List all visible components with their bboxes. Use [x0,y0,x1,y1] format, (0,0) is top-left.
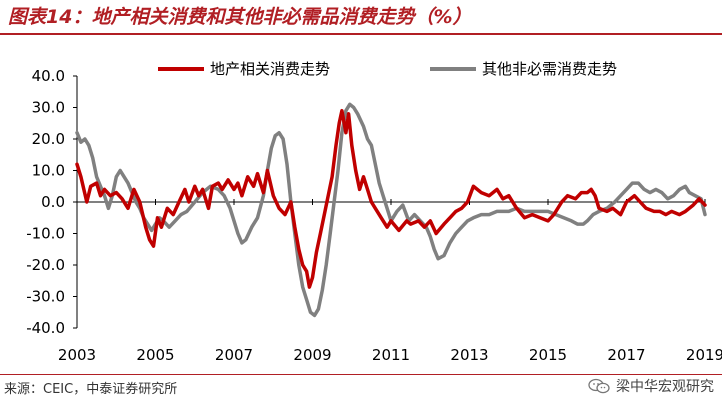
y-tick-label: 10.0 [32,162,65,180]
title-rule [0,33,722,35]
y-tick-label: -10.0 [26,225,65,243]
legend-label-2: 其他非必需消费走势 [482,60,617,78]
chart-legend: 地产相关消费走势 其他非必需消费走势 [158,60,617,78]
x-axis-ticks: 2003 2005 2007 2009 2011 2013 2015 2017 2019 [58,199,722,364]
x-tick-label: 2009 [293,346,331,364]
x-tick-label: 2003 [58,346,96,364]
x-tick-label: 2015 [529,346,567,364]
x-tick-label: 2013 [450,346,488,364]
chart-series [75,102,707,318]
legend-label-1: 地产相关消费走势 [210,60,330,78]
watermark-label: 梁中华宏观研究 [616,379,714,395]
line-chart: 40.030.020.010.00.0-10.0-20.0-30.0-40.0 … [26,60,722,364]
chat-bubble-icon [588,378,610,394]
watermark: 梁中华宏观研究 [588,376,714,396]
footer-rule [0,374,722,375]
page-title: 图表14：地产相关消费和其他非必需品消费走势（%） [8,6,472,28]
x-tick-label: 2017 [607,346,645,364]
x-tick-label: 2019 [686,346,722,364]
y-tick-label: 30.0 [32,99,65,117]
x-tick-label: 2007 [215,346,253,364]
series-line-1 [75,108,707,289]
y-tick-label: 0.0 [41,193,65,211]
source-note: 来源：CEIC，中泰证券研究所 [4,382,178,397]
y-axis-ticks: 40.0 30.0 20.0 10.0 0.0 -10.0 -20.0 -30.0 -40.0 [26,67,77,337]
x-tick-label: 2005 [136,346,174,364]
y-tick-label: -20.0 [26,256,65,274]
x-tick-label: 2011 [372,346,410,364]
y-tick-label: -30.0 [26,288,65,306]
y-tick-label: 40.0 [32,67,65,85]
y-tick-label: 20.0 [32,130,65,148]
y-tick-label: -40.0 [26,319,65,337]
